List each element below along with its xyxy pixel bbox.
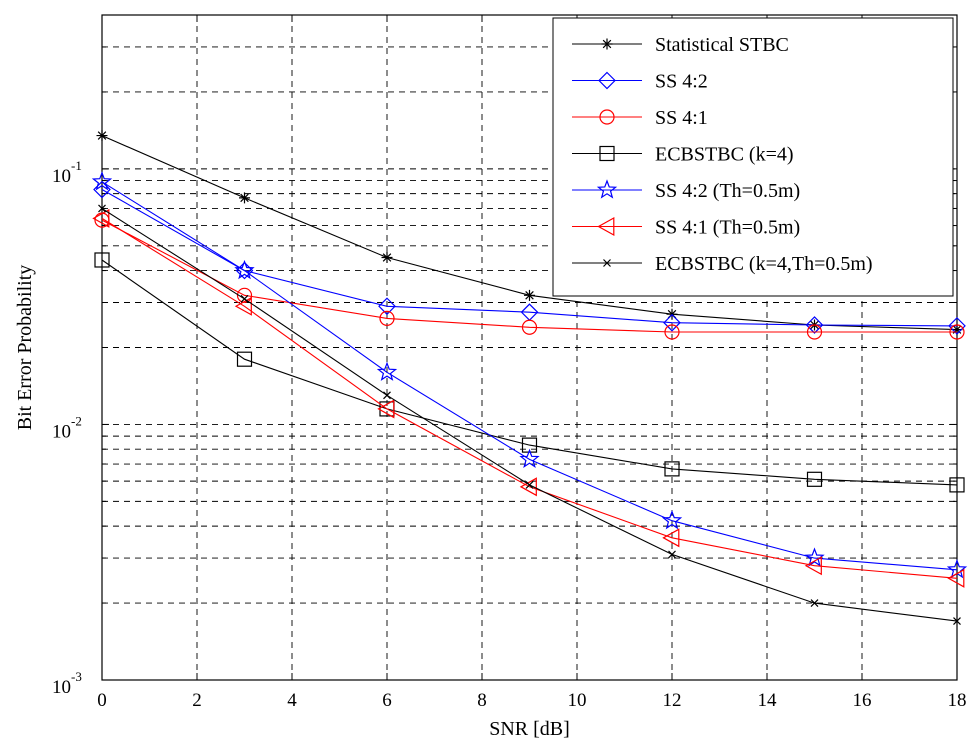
x-tick-label: 14 [758, 690, 778, 711]
marker-triangle-left [947, 568, 965, 588]
legend: Statistical STBC SS 4:2 SS 4:1 ECBSTBC (k=4… [552, 17, 954, 297]
y-tick-label: 10-2 [52, 413, 82, 442]
marker-x [603, 259, 611, 267]
x-tick-label: 4 [287, 690, 297, 711]
marker-circle [379, 310, 395, 326]
x-tick-label: 2 [192, 690, 202, 711]
marker-circle [664, 324, 680, 340]
marker-triangle-left [804, 556, 822, 576]
legend-label: SS 4:2 (Th=0.5m) [655, 180, 800, 202]
marker-square [806, 471, 823, 487]
marker-asterisk [239, 192, 250, 204]
marker-triangle-left [662, 528, 680, 548]
series-5 [91, 171, 968, 579]
x-tick-label: 6 [382, 690, 392, 711]
marker-x [668, 550, 676, 559]
marker-diamond [805, 316, 824, 334]
legend-item: ECBSTBC (k=4,Th=0.5m) [572, 253, 873, 275]
marker-triangle-left [519, 477, 537, 497]
marker-x [383, 391, 391, 400]
marker-star [661, 510, 683, 530]
marker-asterisk [601, 38, 613, 50]
marker-asterisk [96, 130, 108, 142]
marker-circle [806, 324, 823, 340]
series-7 [98, 204, 961, 626]
ticks: 0 2 4 6 8 10 12 14 16 18 10-1 10-2 10-3 [52, 14, 967, 711]
marker-x [810, 599, 819, 607]
marker-circle [521, 319, 538, 335]
marker-triangle-left [377, 399, 395, 419]
marker-diamond [378, 297, 396, 316]
y-tick-label: 10-3 [52, 669, 82, 698]
marker-triangle-left [234, 296, 252, 316]
legend-label: SS 4:1 [655, 107, 708, 129]
marker-star [234, 259, 255, 280]
marker-star [91, 171, 113, 191]
marker-star [376, 361, 398, 381]
legend-box [552, 17, 954, 297]
marker-diamond [663, 313, 681, 332]
marker-diamond [93, 180, 111, 199]
marker-star [804, 547, 825, 567]
marker-asterisk [524, 289, 535, 301]
series-line [101, 259, 958, 486]
marker-star [596, 179, 618, 199]
marker-circle [236, 287, 253, 303]
marker-diamond [598, 71, 616, 90]
marker-square [664, 461, 680, 477]
marker-x [953, 617, 961, 626]
marker-triangle-left [92, 208, 110, 228]
marker-circle [949, 324, 965, 340]
x-tick-label: 12 [663, 690, 682, 711]
legend-item: SS 4:1 (Th=0.5m) [572, 217, 800, 239]
x-tick-label: 16 [853, 690, 872, 711]
series-line [101, 219, 957, 333]
marker-asterisk [381, 251, 393, 263]
legend-label: SS 4:2 [655, 71, 708, 93]
series-line [101, 181, 958, 571]
legend-label: SS 4:1 (Th=0.5m) [655, 217, 800, 239]
legend-item: Statistical STBC [572, 34, 789, 56]
legend-item: ECBSTBC (k=4) [572, 144, 794, 166]
legend-label: Statistical STBC [655, 34, 789, 56]
y-tick-label: 10-1 [52, 158, 82, 187]
x-tick-label: 8 [477, 690, 487, 711]
marker-asterisk [951, 324, 963, 336]
x-axis-label: SNR [dB] [489, 718, 570, 740]
legend-label: ECBSTBC (k=4) [655, 144, 794, 166]
marker-x [525, 480, 534, 489]
series-line [101, 217, 958, 579]
x-tick-label: 18 [948, 690, 967, 711]
legend-item: SS 4:2 (Th=0.5m) [572, 179, 800, 202]
marker-triangle-left [597, 216, 615, 237]
marker-square [599, 145, 615, 162]
series-4 [94, 252, 965, 493]
marker-square [94, 252, 110, 268]
legend-label: ECBSTBC (k=4,Th=0.5m) [655, 253, 873, 275]
x-tick-label: 0 [97, 690, 107, 711]
series-6 [92, 208, 965, 588]
marker-square [236, 351, 253, 367]
marker-circle [599, 109, 615, 125]
legend-item: SS 4:1 [572, 107, 708, 129]
marker-x [240, 294, 249, 303]
marker-square [521, 437, 538, 453]
x-tick-label: 10 [568, 690, 587, 711]
marker-diamond [948, 317, 966, 335]
marker-x [98, 204, 106, 213]
series-layer [91, 130, 968, 626]
marker-star [519, 448, 540, 469]
marker-square [949, 477, 965, 493]
y-axis-label: Bit Error Probability [14, 265, 36, 431]
legend-item: SS 4:2 [572, 71, 708, 93]
